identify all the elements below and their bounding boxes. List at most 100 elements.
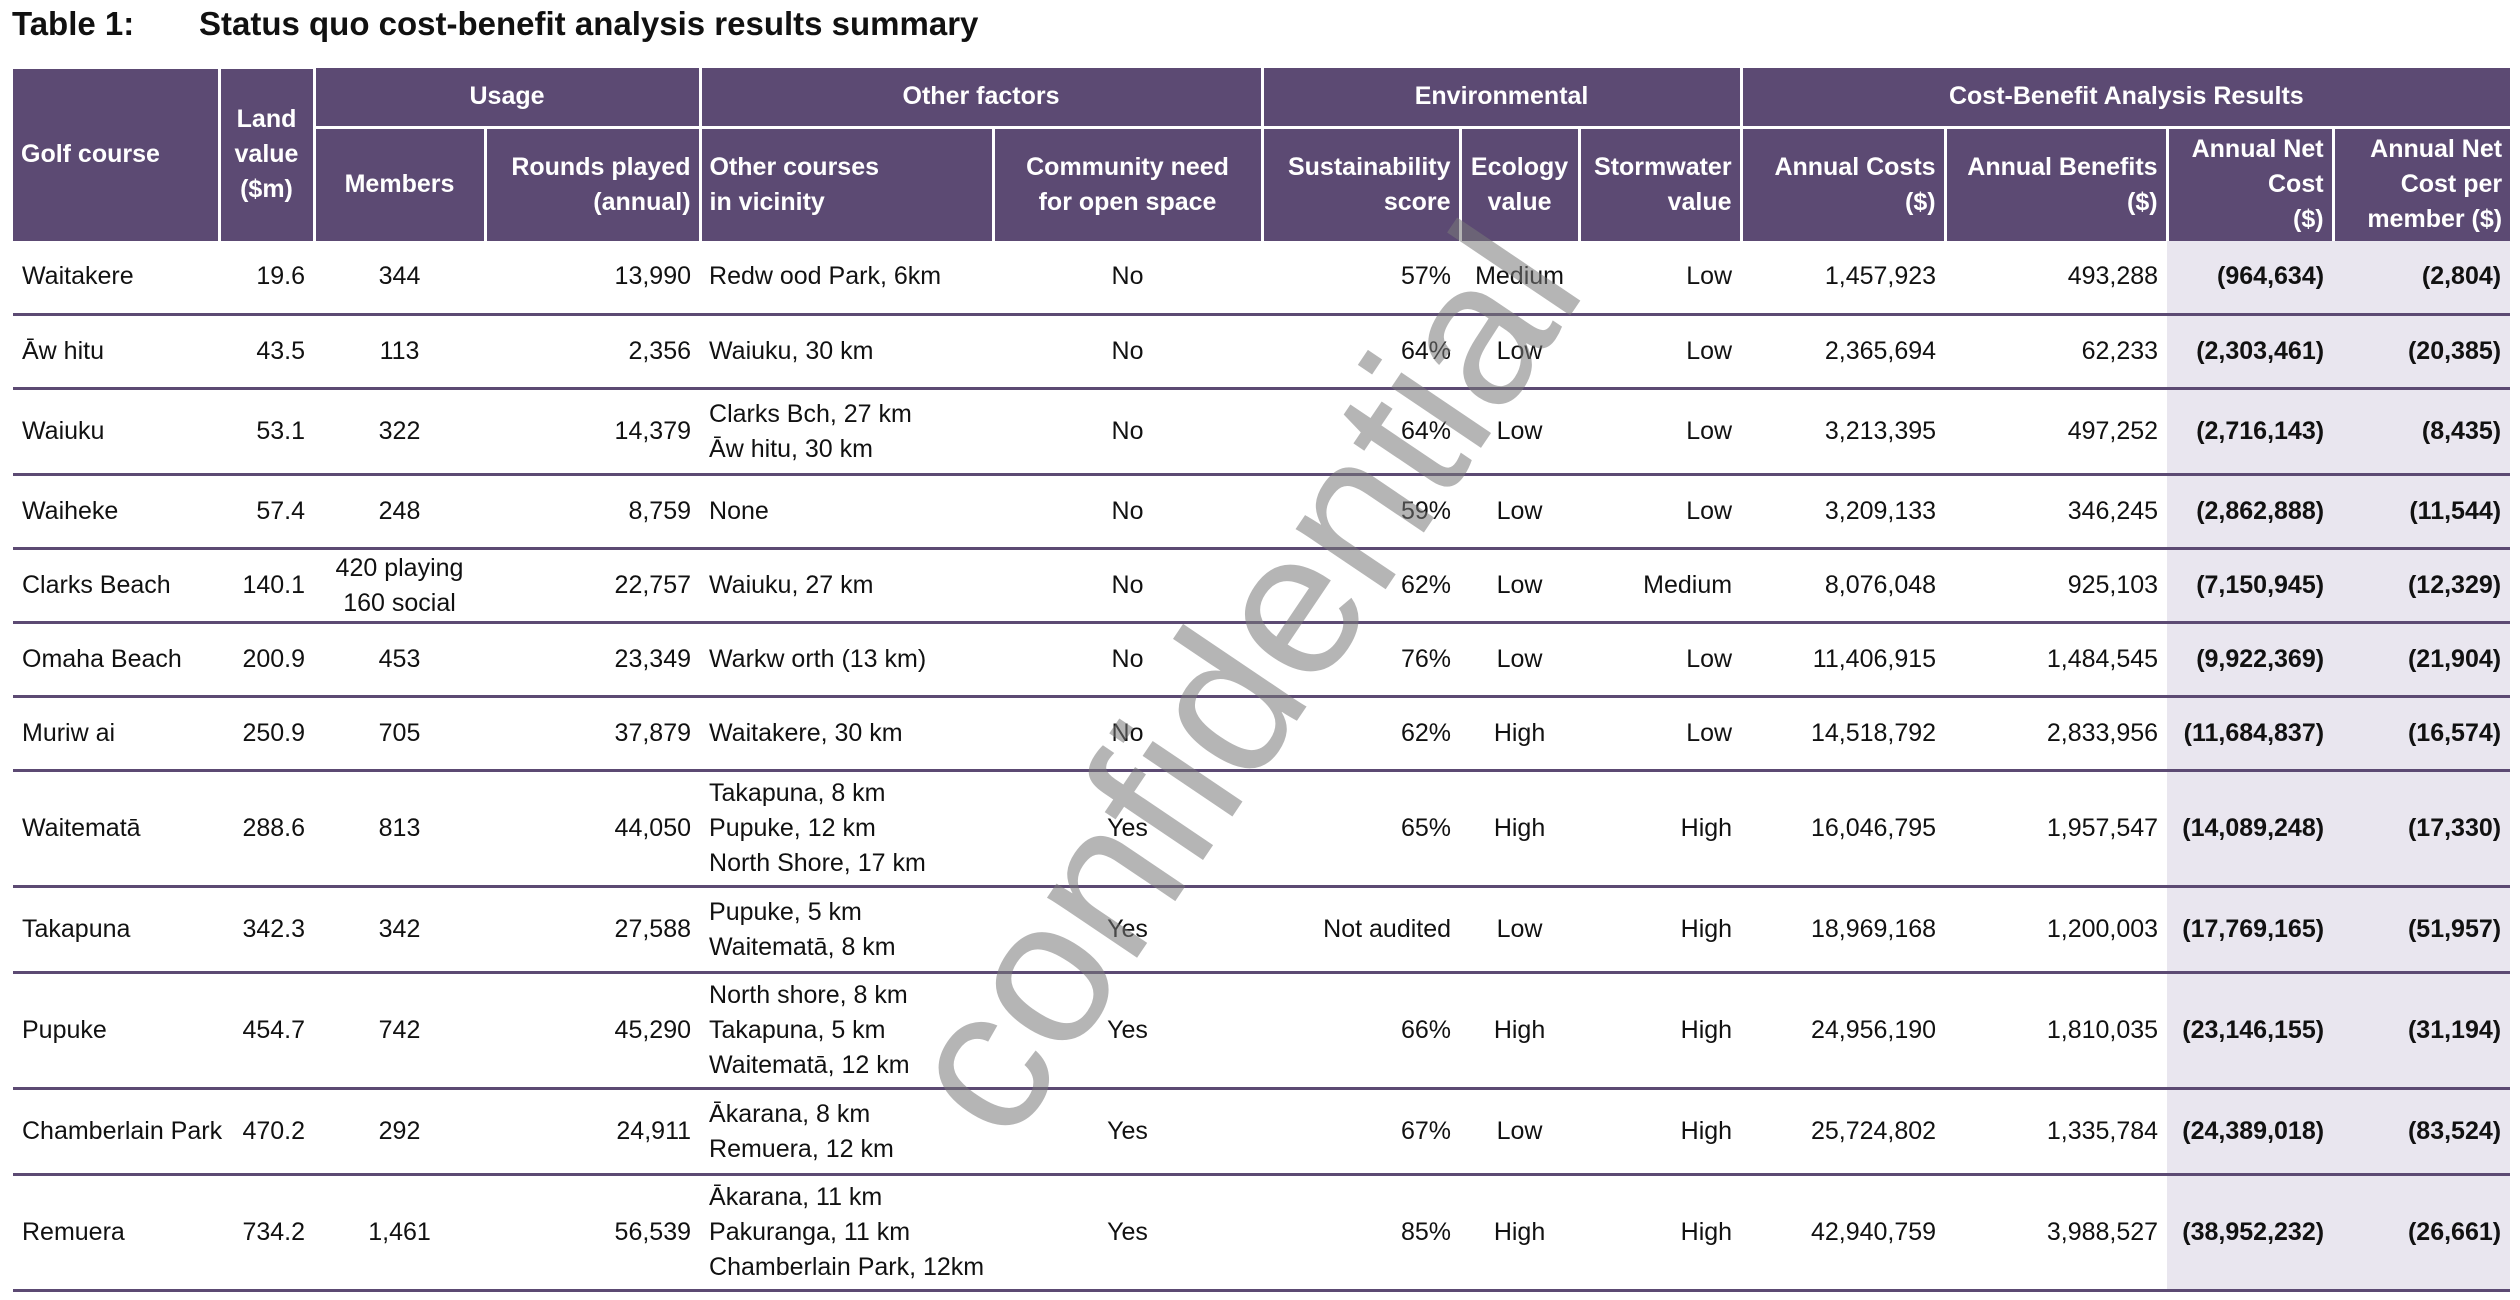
- table-row: Takapuna 342.3 342 27,588 Pupuke, 5 km Waitem…: [13, 886, 2511, 974]
- cell-sustainability: Not audited: [1262, 886, 1461, 974]
- cell-ecology: High: [1460, 770, 1580, 888]
- cell-golf-course: Chamberlain Park: [13, 1088, 222, 1176]
- cell-golf-course: Waitakere: [13, 240, 219, 316]
- table-row: Omaha Beach 200.9 453 23,349 Warkw orth (13 …: [13, 622, 2511, 698]
- table-title: Status quo cost-benefit analysis results…: [199, 5, 979, 42]
- cell-net-cost-per-member: (12,329): [2333, 548, 2511, 624]
- cell-annual-costs: 16,046,795: [1741, 770, 1946, 888]
- cell-land-value: 140.1: [219, 548, 314, 624]
- cell-ecology: Low: [1460, 474, 1580, 550]
- cell-golf-course: Clarks Beach: [13, 548, 219, 624]
- cell-community-need: Yes: [993, 1088, 1263, 1176]
- cell-sustainability: 62%: [1262, 548, 1461, 624]
- cell-annual-costs: 3,209,133: [1741, 474, 1946, 550]
- cell-land-value: 43.5: [219, 314, 314, 390]
- cell-ecology: Low: [1460, 1088, 1580, 1176]
- cell-other-courses: Redw ood Park, 6km: [700, 240, 994, 316]
- header-sustainability: Sustainability score: [1262, 125, 1462, 241]
- cell-community-need: No: [993, 548, 1263, 624]
- cell-members: 813: [314, 770, 485, 888]
- cell-net-cost-per-member: (31,194): [2333, 972, 2511, 1090]
- cell-annual-net-cost: (24,389,018): [2167, 1088, 2334, 1176]
- cell-rounds: 27,588: [485, 886, 701, 974]
- cell-ecology: Medium: [1460, 240, 1580, 316]
- cell-annual-costs: 25,724,802: [1741, 1088, 1946, 1176]
- cell-stormwater: High: [1579, 886, 1742, 974]
- group-environmental: Environmental: [1262, 67, 1743, 127]
- cell-stormwater: Low: [1579, 314, 1742, 390]
- cell-annual-net-cost: (964,634): [2167, 240, 2334, 316]
- header-annual-costs: Annual Costs ($): [1741, 125, 1947, 241]
- cell-net-cost-per-member: (26,661): [2333, 1174, 2511, 1292]
- cell-land-value: 250.9: [219, 696, 314, 772]
- cell-members: 1,461: [314, 1174, 485, 1292]
- cell-annual-net-cost: (2,862,888): [2167, 474, 2334, 550]
- cell-rounds: 8,759: [485, 474, 701, 550]
- header-rounds: Rounds played (annual): [485, 125, 702, 241]
- cell-other-courses: Clarks Bch, 27 km Āw hitu, 30 km: [700, 388, 994, 476]
- cell-ecology: Low: [1460, 622, 1580, 698]
- cell-annual-net-cost: (17,769,165): [2167, 886, 2334, 974]
- group-other-factors: Other factors: [700, 67, 1264, 127]
- cell-annual-benefits: 346,245: [1945, 474, 2168, 550]
- header-other-courses: Other courses in vicinity: [700, 125, 995, 241]
- cell-annual-costs: 8,076,048: [1741, 548, 1946, 624]
- cell-other-courses: Waitakere, 30 km: [700, 696, 994, 772]
- table-row: Waiuku 53.1 322 14,379 Clarks Bch, 27 km Āw h…: [13, 388, 2511, 476]
- cell-sustainability: 85%: [1262, 1174, 1461, 1292]
- header-community-need: Community need for open space: [993, 125, 1264, 241]
- table-row: Clarks Beach 140.1 420 playing 160 social 22…: [13, 548, 2511, 624]
- cell-community-need: Yes: [993, 770, 1263, 888]
- cell-annual-net-cost: (2,303,461): [2167, 314, 2334, 390]
- cba-summary-table: Golf course Land value ($m) Usage Other …: [13, 66, 2511, 1292]
- cell-rounds: 44,050: [485, 770, 701, 888]
- cell-land-value: 454.7: [219, 972, 314, 1090]
- cell-other-courses: Waiuku, 27 km: [700, 548, 994, 624]
- cell-members: 113: [314, 314, 485, 390]
- group-usage: Usage: [314, 67, 702, 127]
- cell-land-value: 57.4: [219, 474, 314, 550]
- cell-annual-costs: 14,518,792: [1741, 696, 1946, 772]
- cell-annual-net-cost: (14,089,248): [2167, 770, 2334, 888]
- table-row: Waitematā 288.6 813 44,050 Takapuna, 8 km Pup…: [13, 770, 2511, 888]
- table-row: Muriw ai 250.9 705 37,879 Waitakere, 30 km No…: [13, 696, 2511, 772]
- cell-stormwater: Low: [1579, 388, 1742, 476]
- header-land-value: Land value ($m): [219, 66, 316, 241]
- table-row: Remuera 734.2 1,461 56,539 Ākarana, 11 km Pak…: [13, 1174, 2511, 1292]
- cell-rounds: 56,539: [485, 1174, 701, 1292]
- cell-stormwater: High: [1579, 972, 1742, 1090]
- cell-members: 453: [314, 622, 485, 698]
- cell-golf-course: Pupuke: [13, 972, 219, 1090]
- cell-members: 292: [314, 1088, 485, 1176]
- table-row: Āw hitu 43.5 113 2,356 Waiuku, 30 km No 64% Low…: [13, 314, 2511, 390]
- group-cba-results: Cost-Benefit Analysis Results: [1741, 67, 2511, 127]
- cell-net-cost-per-member: (21,904): [2333, 622, 2511, 698]
- header-stormwater: Stormwater value: [1579, 125, 1743, 241]
- cell-annual-benefits: 497,252: [1945, 388, 2168, 476]
- cell-ecology: Low: [1460, 548, 1580, 624]
- cell-members: 705: [314, 696, 485, 772]
- cell-other-courses: Ākarana, 11 km Pakuranga, 11 km Chamberlai…: [700, 1174, 994, 1292]
- cell-annual-costs: 42,940,759: [1741, 1174, 1946, 1292]
- cell-sustainability: 66%: [1262, 972, 1461, 1090]
- cell-golf-course: Remuera: [13, 1174, 219, 1292]
- cell-annual-net-cost: (38,952,232): [2167, 1174, 2334, 1292]
- cell-stormwater: High: [1579, 1088, 1742, 1176]
- cell-annual-net-cost: (2,716,143): [2167, 388, 2334, 476]
- cell-land-value: 19.6: [219, 240, 314, 316]
- table-row: Waiheke 57.4 248 8,759 None No 59% Low Low 3,209,…: [13, 474, 2511, 550]
- cell-annual-benefits: 3,988,527: [1945, 1174, 2168, 1292]
- cell-annual-costs: 11,406,915: [1741, 622, 1946, 698]
- cell-land-value: 288.6: [219, 770, 314, 888]
- cell-members: 420 playing 160 social: [314, 548, 485, 624]
- cell-sustainability: 65%: [1262, 770, 1461, 888]
- cell-rounds: 24,911: [485, 1088, 701, 1176]
- cell-annual-net-cost: (9,922,369): [2167, 622, 2334, 698]
- header-annual-benefits: Annual Benefits ($): [1945, 125, 2169, 241]
- cell-net-cost-per-member: (16,574): [2333, 696, 2511, 772]
- table-caption: Table 1: Status quo cost-benefit analysis…: [12, 2, 978, 46]
- cell-land-value: 200.9: [219, 622, 314, 698]
- cell-stormwater: Low: [1579, 622, 1742, 698]
- cell-rounds: 37,879: [485, 696, 701, 772]
- cell-other-courses: None: [700, 474, 994, 550]
